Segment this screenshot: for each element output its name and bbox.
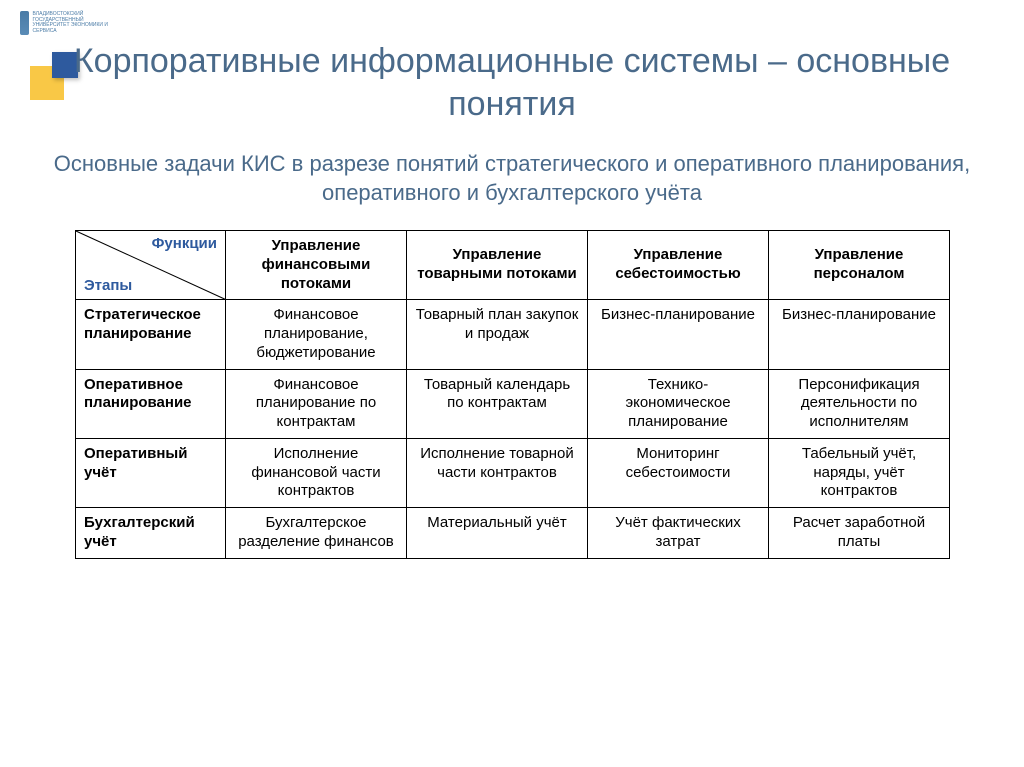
logo-icon: [20, 11, 29, 35]
col-header: Управление финансовыми потоками: [226, 231, 407, 300]
table-header-row: Функции Этапы Управление финансовыми пот…: [76, 231, 950, 300]
table: Функции Этапы Управление финансовыми пот…: [75, 230, 950, 559]
table-cell: Мониторинг себестоимости: [588, 438, 769, 507]
corner-top-label: Функции: [152, 235, 217, 254]
col-header: Управление товарными потоками: [407, 231, 588, 300]
table-cell: Исполнение финансовой части контрактов: [226, 438, 407, 507]
corner-cell: Функции Этапы: [76, 231, 226, 300]
col-header: Управление себестоимостью: [588, 231, 769, 300]
page-title: Корпоративные информационные системы – о…: [50, 40, 974, 125]
table-cell: Технико-экономическое планирование: [588, 369, 769, 438]
table-cell: Товарный план закупок и продаж: [407, 300, 588, 369]
table-cell: Бизнес-планирование: [769, 300, 950, 369]
table-cell: Табельный учёт, наряды, учёт контрактов: [769, 438, 950, 507]
table-row: Бухгалтерский учёт Бухгалтерское разделе…: [76, 508, 950, 559]
table-cell: Исполнение товарной части контрактов: [407, 438, 588, 507]
table-cell: Учёт фактических затрат: [588, 508, 769, 559]
table-row: Стратегическое планирование Финансовое п…: [76, 300, 950, 369]
table-row: Оперативное планирование Финансовое план…: [76, 369, 950, 438]
table-cell: Материальный учёт: [407, 508, 588, 559]
row-header: Стратегическое планирование: [76, 300, 226, 369]
table-cell: Товарный календарь по контрактам: [407, 369, 588, 438]
table-row: Оперативный учёт Исполнение финансовой ч…: [76, 438, 950, 507]
logo-text: Владивостокский государственный универси…: [33, 12, 120, 34]
table-cell: Финансовое планирование, бюджетирование: [226, 300, 407, 369]
kis-table: Функции Этапы Управление финансовыми пот…: [75, 230, 949, 559]
table-cell: Бизнес-планирование: [588, 300, 769, 369]
page-subtitle: Основные задачи КИС в разрезе понятий ст…: [40, 150, 984, 207]
logo: Владивостокский государственный универси…: [20, 8, 120, 38]
row-header: Бухгалтерский учёт: [76, 508, 226, 559]
table-cell: Бухгалтерское разделение финансов: [226, 508, 407, 559]
table-cell: Финансовое планирование по контрактам: [226, 369, 407, 438]
corner-bottom-label: Этапы: [84, 277, 132, 296]
row-header: Оперативное планирование: [76, 369, 226, 438]
table-cell: Расчет заработной платы: [769, 508, 950, 559]
table-cell: Персонификация деятельности по исполните…: [769, 369, 950, 438]
col-header: Управление персоналом: [769, 231, 950, 300]
row-header: Оперативный учёт: [76, 438, 226, 507]
